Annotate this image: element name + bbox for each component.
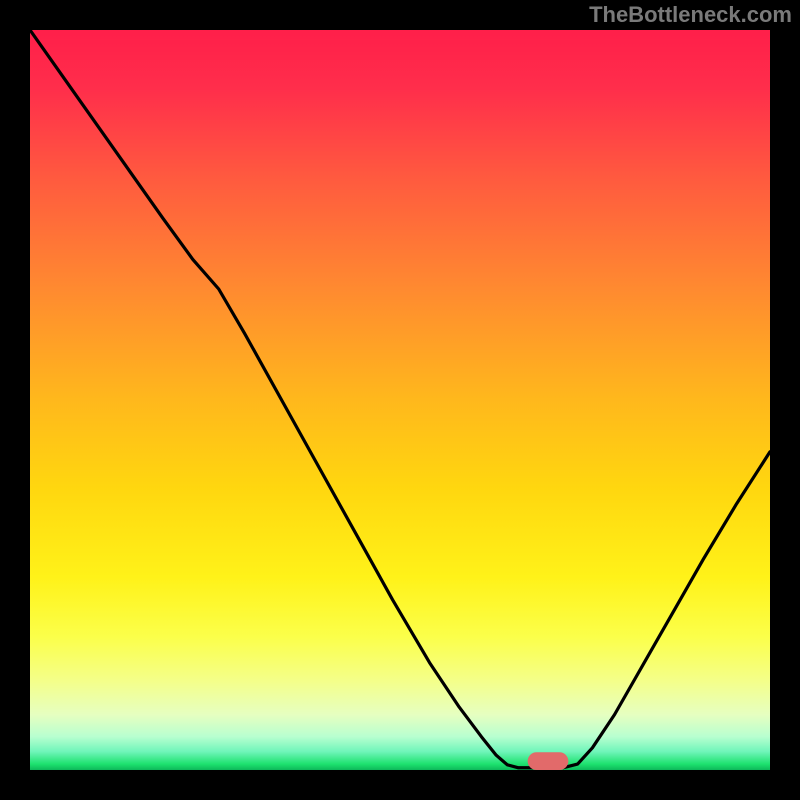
optimal-marker xyxy=(528,752,569,770)
chart-canvas: TheBottleneck.com xyxy=(0,0,800,800)
watermark-text: TheBottleneck.com xyxy=(589,2,792,28)
plot-area xyxy=(30,30,770,770)
chart-svg xyxy=(30,30,770,770)
gradient-background xyxy=(30,30,770,770)
